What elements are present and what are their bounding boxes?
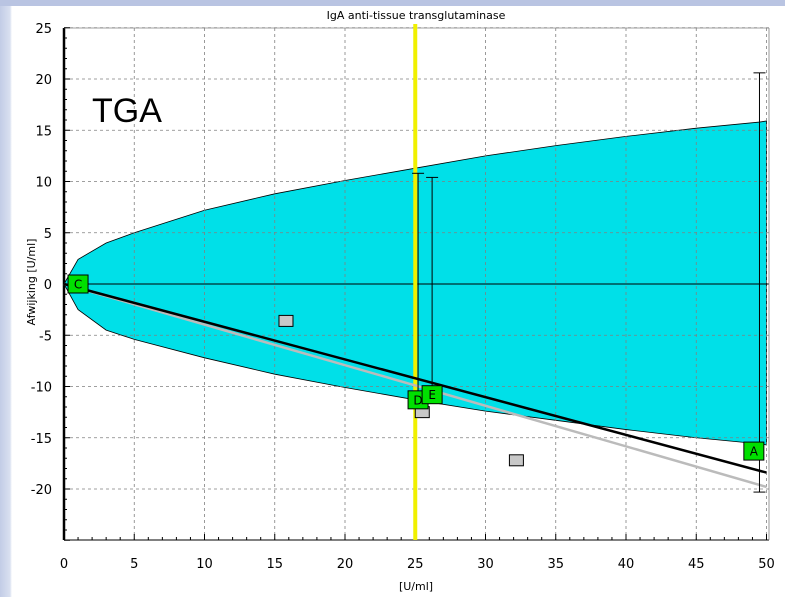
x-tick-label: 10	[196, 557, 213, 572]
x-tick-label: 35	[547, 557, 564, 572]
tga-annotation: TGA	[92, 92, 162, 130]
y-tick-label: 5	[44, 227, 52, 242]
y-tick-label: -15	[31, 432, 52, 447]
chart-title: IgA anti-tissue transglutaminase	[327, 9, 506, 22]
y-axis-title: Afwijking [U/ml]	[25, 239, 38, 326]
labeled-point: E	[421, 385, 443, 405]
regression-line-alt	[63, 282, 767, 489]
x-tick-label: 15	[266, 557, 283, 572]
labeled-point: C	[67, 274, 89, 294]
y-tick-label: 25	[35, 22, 52, 37]
x-tick-label: 20	[337, 557, 354, 572]
point-label: A	[750, 445, 759, 459]
y-tick-label: 10	[35, 176, 52, 191]
y-tick-label: -20	[31, 483, 52, 498]
point-label: D	[413, 393, 422, 407]
data-point	[508, 454, 524, 467]
y-tick-label: 0	[44, 278, 52, 293]
point-label: C	[74, 278, 82, 292]
point-marker	[421, 385, 443, 405]
x-tick-label: 50	[758, 557, 775, 572]
x-axis-title: [U/ml]	[399, 580, 433, 593]
labeled-point: A	[743, 441, 765, 461]
x-tick-label: 5	[130, 557, 138, 572]
point-marker	[67, 274, 89, 294]
regression-line	[63, 282, 767, 474]
x-tick-label: 40	[618, 557, 635, 572]
y-tick-label: -5	[39, 329, 52, 344]
y-tick-label: -10	[31, 381, 52, 396]
point-label: E	[428, 388, 436, 402]
x-tick-label: 45	[688, 557, 705, 572]
y-tick-label: 15	[35, 124, 52, 139]
x-tick-label: 25	[407, 557, 424, 572]
window-top-strip	[0, 0, 785, 6]
x-tick-label: 30	[477, 557, 494, 572]
x-tick-label: 0	[60, 557, 68, 572]
y-tick-label: 20	[35, 73, 52, 88]
data-point	[278, 314, 294, 327]
point-marker	[743, 441, 765, 461]
